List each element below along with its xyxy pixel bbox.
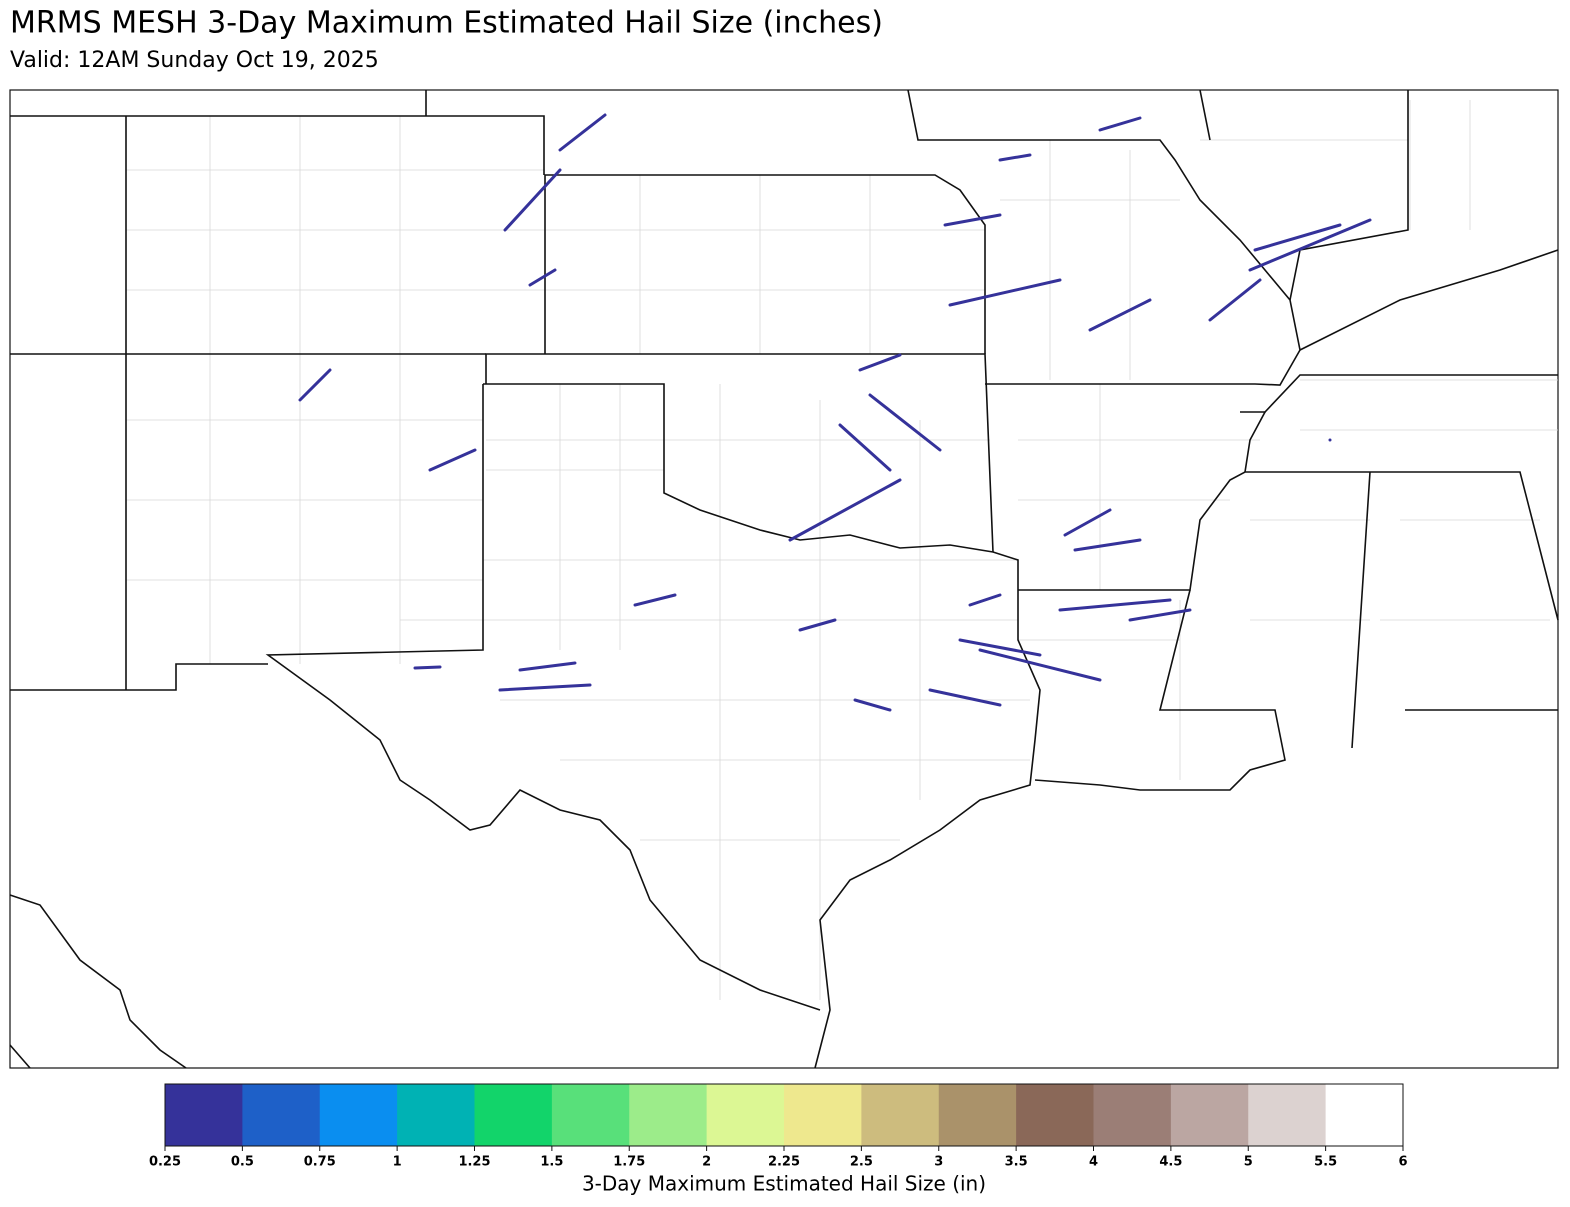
county-grid	[126, 100, 1558, 1000]
colorbar-tick-label: 0.5	[231, 1155, 254, 1170]
colorbar: 0.25 0.5 0.75 1 1.25 1.5 1.75 2 2.25 2.5 3 3.5 4 4.5 5…	[149, 1083, 1408, 1170]
colorbar-segment	[242, 1084, 321, 1146]
colorbar-segment	[629, 1084, 708, 1146]
colorbar-segment	[784, 1084, 862, 1146]
colorbar-segment	[165, 1084, 243, 1146]
colorbar-segment	[706, 1084, 785, 1146]
colorbar-segment	[1170, 1084, 1249, 1146]
subtitle: Valid: 12AM Sunday Oct 19, 2025	[10, 48, 379, 73]
colorbar-tick-label: 2.25	[768, 1155, 800, 1170]
colorbar-tick-label: 4.5	[1159, 1155, 1182, 1170]
colorbar-tick-label: 1.5	[540, 1155, 563, 1170]
state-borders	[9, 89, 1559, 1069]
colorbar-tick-label: 4	[1089, 1155, 1098, 1170]
colorbar-segment	[319, 1084, 398, 1146]
map-frame	[9, 89, 1559, 1069]
colorbar-segment	[1093, 1084, 1172, 1146]
colorbar-segment	[1016, 1084, 1094, 1146]
colorbar-tick-label: 0.75	[304, 1155, 336, 1170]
colorbar-tick-label: 1.75	[613, 1155, 645, 1170]
colorbar-segment	[1325, 1084, 1404, 1146]
colorbar-segment	[1248, 1084, 1327, 1146]
hail-swaths	[298, 113, 1372, 712]
map	[9, 89, 1559, 1069]
colorbar-tick-label: 0.25	[149, 1155, 181, 1170]
colorbar-segment	[861, 1084, 940, 1146]
colorbar-label: 3-Day Maximum Estimated Hail Size (in)	[582, 1172, 986, 1196]
colorbar-segment	[397, 1084, 475, 1146]
colorbar-tick-label: 5.5	[1314, 1155, 1337, 1170]
colorbar-tick-label: 6	[1398, 1155, 1407, 1170]
colorbar-tick-label: 1.25	[458, 1155, 490, 1170]
colorbar-tick-label: 5	[1244, 1155, 1253, 1170]
colorbar-tick-label: 3	[934, 1155, 943, 1170]
title: MRMS MESH 3-Day Maximum Estimated Hail S…	[10, 6, 883, 41]
colorbar-segment	[474, 1084, 553, 1146]
colorbar-tick-label: 1	[393, 1155, 402, 1170]
colorbar-tick-label: 3.5	[1005, 1155, 1028, 1170]
colorbar-tick-label: 2.5	[850, 1155, 873, 1170]
colorbar-tick-label: 2	[702, 1155, 711, 1170]
colorbar-segment	[938, 1084, 1017, 1146]
colorbar-segment	[551, 1084, 630, 1146]
